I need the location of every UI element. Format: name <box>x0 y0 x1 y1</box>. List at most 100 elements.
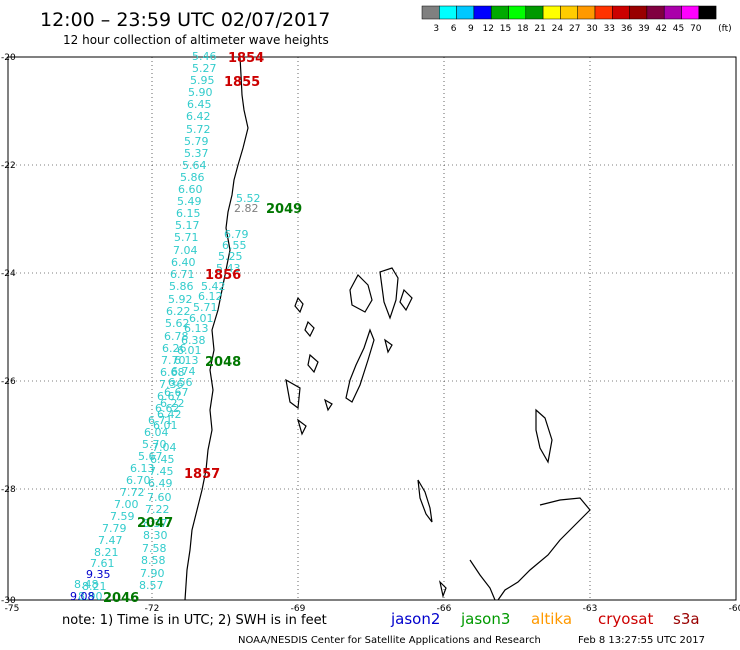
wave-height-value: 8.90 <box>78 590 103 603</box>
coastline-lake-east <box>438 580 447 599</box>
legend-label: 24 <box>552 24 564 34</box>
satellite-name: altika <box>531 610 572 628</box>
wave-height-value: 9.35 <box>86 568 111 581</box>
coastline-small-7 <box>384 338 393 354</box>
wave-height-value: 7.04 <box>173 244 198 257</box>
wave-height-value: 7.59 <box>110 510 135 523</box>
coastline <box>184 56 591 601</box>
wave-height-value: 2.82 <box>234 202 259 215</box>
wave-height-value: 6.67 <box>157 390 182 403</box>
latitude-label: -30 <box>1 596 16 606</box>
legend-swatch <box>439 5 457 20</box>
map-title: 12:00 – 23:59 UTC 02/07/2017 <box>40 9 330 31</box>
wave-height-value: 6.78 <box>164 330 189 343</box>
wave-height-value: 6.42 <box>157 408 182 421</box>
wave-height-value: 6.01 <box>177 344 202 357</box>
wave-height-value: 6.60 <box>178 183 203 196</box>
wave-height-value: 6.22 <box>166 305 191 318</box>
wave-height-value: 6.12 <box>198 290 223 303</box>
wave-height-value: 6.67 <box>164 386 189 399</box>
axis-labels: -75 -72 -69 -66 -63 -60 -20 -22 -24 -26 -28 -30 <box>1 53 740 614</box>
pass-time-label: 1857 <box>184 467 220 482</box>
wave-height-value: 5.42 <box>201 280 226 293</box>
footer-note: note: 1) Time is in UTC; 2) SWH is in fe… <box>62 613 327 628</box>
wave-height-value: 6.79 <box>224 228 249 241</box>
wave-height-value: 6.13 <box>184 322 209 335</box>
longitude-label: -75 <box>5 604 20 614</box>
wave-height-value: 8.21 <box>94 546 119 559</box>
wave-height-value: 7.70 <box>161 354 186 367</box>
wave-height-value: 6.40 <box>171 256 196 269</box>
longitude-label: -60 <box>729 604 740 614</box>
pass-time-label: 2047 <box>137 516 173 531</box>
wave-height-value: 7.45 <box>149 465 174 478</box>
wave-height-value: 5.86 <box>169 280 194 293</box>
pass-time-label: 1856 <box>205 268 241 283</box>
legend-swatch <box>542 5 561 20</box>
legend-swatch <box>612 5 630 20</box>
longitude-label: -72 <box>145 604 160 614</box>
legend-label: 45 <box>673 24 684 34</box>
wave-height-value: 6.49 <box>148 477 173 490</box>
legend-swatch <box>473 5 492 20</box>
legend-swatch <box>421 5 440 20</box>
wave-height-value: 5.27 <box>192 62 217 75</box>
wave-height-value: 9.08 <box>70 590 95 603</box>
legend-swatch <box>594 5 613 20</box>
wave-height-value: 8.30 <box>143 529 168 542</box>
legend-swatch <box>663 5 682 20</box>
latitude-label: -28 <box>1 485 16 495</box>
satellite-name: cryosat <box>598 610 653 628</box>
coastline-salar-2 <box>345 328 375 403</box>
legend-swatch <box>577 5 596 20</box>
wave-height-value: 5.86 <box>180 171 205 184</box>
coastline-small-2 <box>304 320 315 338</box>
legend-label: 33 <box>604 24 615 34</box>
wave-height-value: 6.71 <box>148 414 173 427</box>
legend-label: 15 <box>500 24 511 34</box>
legend-swatch <box>456 5 475 20</box>
wave-height-value: 6.01 <box>189 312 214 325</box>
wave-height-value: 6.55 <box>222 239 247 252</box>
wave-height-value: 5.92 <box>168 293 193 306</box>
pass-time-labels: 1854 1855 2049 1856 2048 1857 2047 2046 <box>103 51 302 606</box>
wave-height-value: 7.36 <box>159 378 184 391</box>
pass-time-label: 1854 <box>228 51 264 66</box>
pass-time-label: 2049 <box>266 202 302 217</box>
wave-height-value: 7.58 <box>142 542 167 555</box>
wave-height-value: 5.71 <box>174 231 199 244</box>
map-subtitle: 12 hour collection of altimeter wave hei… <box>63 33 329 47</box>
wave-height-value: 6.70 <box>126 474 151 487</box>
pass-time-label: 1855 <box>224 75 260 90</box>
wave-height-value: 6.74 <box>171 365 196 378</box>
wave-height-value: 6.42 <box>186 110 211 123</box>
legend-swatch <box>490 5 509 20</box>
coastline-salar-3 <box>399 288 413 312</box>
coastline-small-6 <box>296 418 307 436</box>
wave-height-value: 6.45 <box>150 453 175 466</box>
longitude-label: -69 <box>291 604 306 614</box>
wave-height-value: 5.72 <box>186 123 211 136</box>
coastline-salar-1 <box>379 267 399 320</box>
wave-height-value: 5.49 <box>177 195 202 208</box>
legend-label: 70 <box>690 24 702 34</box>
coastline-basin-east <box>469 559 496 601</box>
legend-label: 9 <box>468 24 474 34</box>
pass-time-label: 2048 <box>205 355 241 370</box>
latitude-label: -22 <box>1 161 16 171</box>
latitude-label: -26 <box>1 377 16 387</box>
wave-height-value: 6.38 <box>181 334 206 347</box>
wave-height-value: 5.62 <box>165 317 190 330</box>
coastline-small-3 <box>285 378 301 410</box>
legend-swatch <box>525 5 544 20</box>
wave-height-value: 8.57 <box>139 579 164 592</box>
wave-height-value: 6.68 <box>160 366 185 379</box>
legend-label: 21 <box>534 24 545 34</box>
wave-height-value: 7.47 <box>98 534 123 547</box>
footer-credit: NOAA/NESDIS Center for Satellite Applica… <box>238 635 541 646</box>
coastline-south-america <box>184 56 249 601</box>
color-legend: 3 6 9 12 15 18 21 24 27 30 33 36 39 42 45 70 (ft) <box>421 5 732 34</box>
map-frame <box>7 56 737 601</box>
latitude-label: -24 <box>1 269 16 279</box>
latitude-label: -20 <box>1 53 16 63</box>
